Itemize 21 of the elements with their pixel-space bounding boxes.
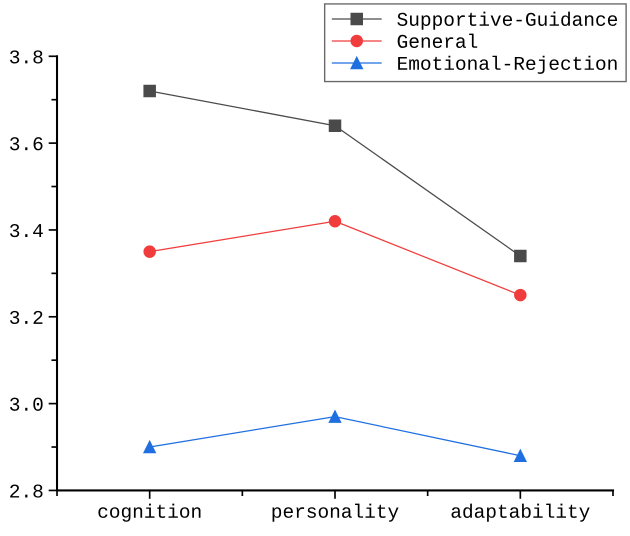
point — [143, 84, 156, 98]
x-tick-label: cognition — [98, 504, 200, 522]
point — [328, 215, 342, 228]
point — [514, 449, 527, 462]
y-tick-label: 2.8 — [10, 484, 43, 498]
point — [514, 288, 527, 302]
y-tick-label: 3.8 — [10, 50, 43, 64]
point — [328, 119, 342, 132]
y-tick-label: 3.4 — [10, 224, 43, 238]
x-tick-label: personality — [272, 504, 399, 522]
y-tick-label: 3.6 — [10, 137, 43, 150]
y-tick-label: 3.2 — [10, 310, 42, 324]
point — [514, 250, 527, 262]
point — [143, 440, 156, 454]
legend-label: Emotional-Rejection — [398, 56, 617, 74]
x-tick-label: adaptability — [452, 504, 590, 522]
y-tick-label: 3.0 — [10, 398, 43, 411]
point — [328, 410, 342, 423]
legend-label: General — [398, 34, 478, 48]
legend-label: Supportive-Guidance — [397, 12, 618, 30]
point — [143, 245, 156, 258]
